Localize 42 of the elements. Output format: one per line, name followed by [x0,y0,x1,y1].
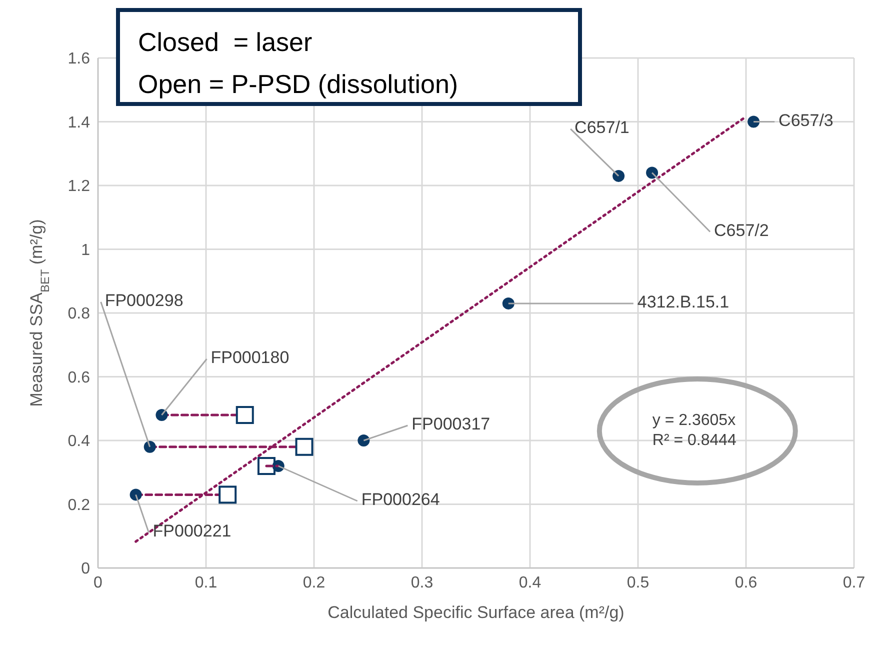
y-tick-label: 0.6 [68,369,90,386]
annotation: FP000180 [210,348,290,368]
point [502,297,514,310]
x-tick-label: 0.4 [518,574,542,592]
point [218,486,237,504]
point [156,409,168,421]
x-tick-label: 0.6 [734,574,758,592]
annotation: FP000317 [412,414,490,434]
x-tick-label: 0.2 [302,574,326,592]
y-tick-label: 0.2 [68,496,90,514]
annotation: FP000298 [104,291,184,310]
point [612,170,625,182]
annotation: Open = P-PSD (dissolution) [138,68,458,99]
annotation: C657/2 [714,221,769,240]
x-axis-title: Calculated Specific Surface area (m²/g) [328,603,624,622]
y-tick-label: 0.8 [68,306,90,323]
annotation: y = 2.3605x [652,412,736,430]
y-tick-label: 1 [81,242,90,259]
point [748,116,760,128]
x-tick-label: 0.1 [194,574,218,592]
annotation: C657/1 [574,118,630,138]
y-tick-label: 0 [81,560,90,578]
text: Closed = laser [138,26,312,57]
x-tick-label: 0.5 [626,574,650,592]
y-tick-label: 1.2 [68,178,90,196]
point [130,488,142,501]
annotation: FP000221 [152,522,232,542]
annotation: 4312.B.15.1 [637,292,730,312]
y-tick-label: 0.4 [68,433,90,450]
point [358,434,370,446]
point [144,440,156,453]
annotation: R² = 0.8444 [652,432,737,450]
y-tick-label: 1.6 [68,50,90,68]
point [295,438,314,456]
annotation: C657/3 [778,111,834,130]
annotation: FP000264 [361,490,440,510]
x-tick-label: 0 [94,574,103,592]
x-tick-label: 0.3 [410,574,434,592]
y-tick-label: 1.4 [68,114,90,132]
point [646,166,658,179]
point [236,406,254,424]
x-tick-label: 0.7 [842,574,866,592]
